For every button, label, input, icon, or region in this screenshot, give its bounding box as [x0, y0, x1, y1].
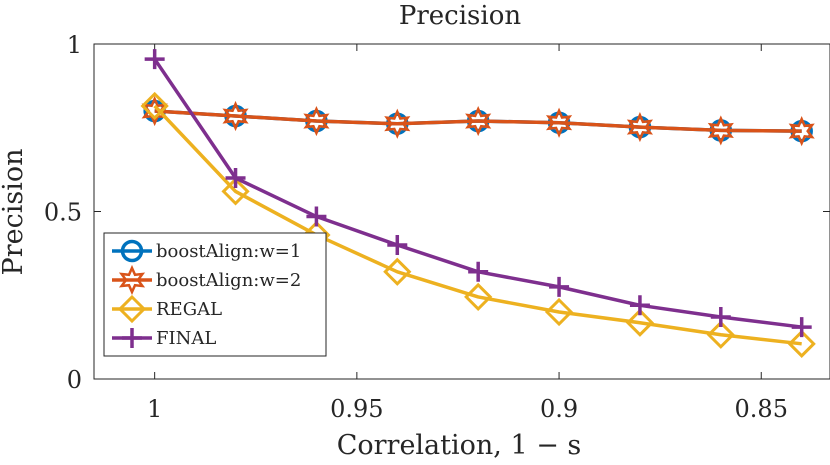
legend-entry: boostAlign:w=2 — [112, 264, 301, 296]
hexagram-marker — [222, 100, 249, 132]
hexagram-marker — [788, 116, 815, 147]
hexagram-marker — [465, 105, 492, 137]
x-tick-label: 1 — [147, 395, 162, 423]
diamond-marker — [625, 308, 655, 337]
hexagram-marker — [384, 108, 411, 139]
plus-marker — [122, 328, 142, 348]
legend-label: FINAL — [156, 328, 216, 349]
hexagram-marker — [626, 111, 654, 143]
diamond-marker — [140, 91, 169, 121]
series-regal — [140, 91, 816, 358]
x-tick-label: 0.95 — [330, 395, 383, 423]
diamond-marker — [787, 329, 816, 358]
hexagram-marker — [118, 264, 146, 296]
legend-entry: FINAL — [112, 328, 216, 349]
y-tick-label: 0.5 — [44, 199, 82, 227]
y-tick-label: 1 — [67, 31, 82, 59]
diamond-marker — [544, 297, 574, 327]
x-tick-label: 0.9 — [540, 395, 578, 423]
legend-label: REGAL — [156, 299, 222, 320]
plus-marker — [629, 295, 650, 316]
plus-marker — [710, 307, 731, 328]
series-line — [154, 109, 802, 133]
plus-marker — [225, 168, 246, 188]
series-line — [153, 104, 802, 346]
y-axis-label: Precision — [0, 149, 29, 276]
plus-marker — [144, 49, 165, 70]
axes: 1 0.95 0.9 0.85 0 0.5 1 — [44, 31, 830, 423]
plus-marker — [549, 276, 570, 297]
diamond-marker — [221, 177, 250, 206]
hexagram-marker — [545, 107, 573, 138]
x-axis-label: Correlation, 1 − s — [337, 430, 582, 461]
plus-marker — [387, 235, 408, 255]
plus-marker — [306, 206, 327, 227]
series-boostalign-w-2 — [141, 95, 815, 147]
circle-marker — [120, 239, 144, 263]
diamond-marker — [464, 282, 493, 312]
legend-label: boostAlign:w=2 — [156, 270, 301, 291]
hexagram-marker — [303, 105, 330, 137]
legend-entry: boostAlign:w=1 — [112, 239, 301, 263]
y-tick-label: 0 — [67, 366, 82, 394]
plus-marker — [791, 317, 812, 338]
legend: boostAlign:w=1 boostAlign:w=2 REGAL FINAL — [103, 232, 327, 357]
diamond-marker — [383, 257, 412, 286]
x-tick-label: 0.85 — [735, 395, 788, 423]
legend-label: boostAlign:w=1 — [156, 241, 301, 262]
legend-entry: REGAL — [112, 294, 222, 324]
series-final — [144, 49, 812, 338]
series-layer — [140, 49, 816, 358]
hexagram-marker — [707, 115, 734, 146]
diamond-marker — [706, 320, 735, 349]
chart-title: Precision — [399, 1, 521, 31]
plus-marker — [468, 261, 489, 282]
diamond-marker — [117, 294, 147, 324]
